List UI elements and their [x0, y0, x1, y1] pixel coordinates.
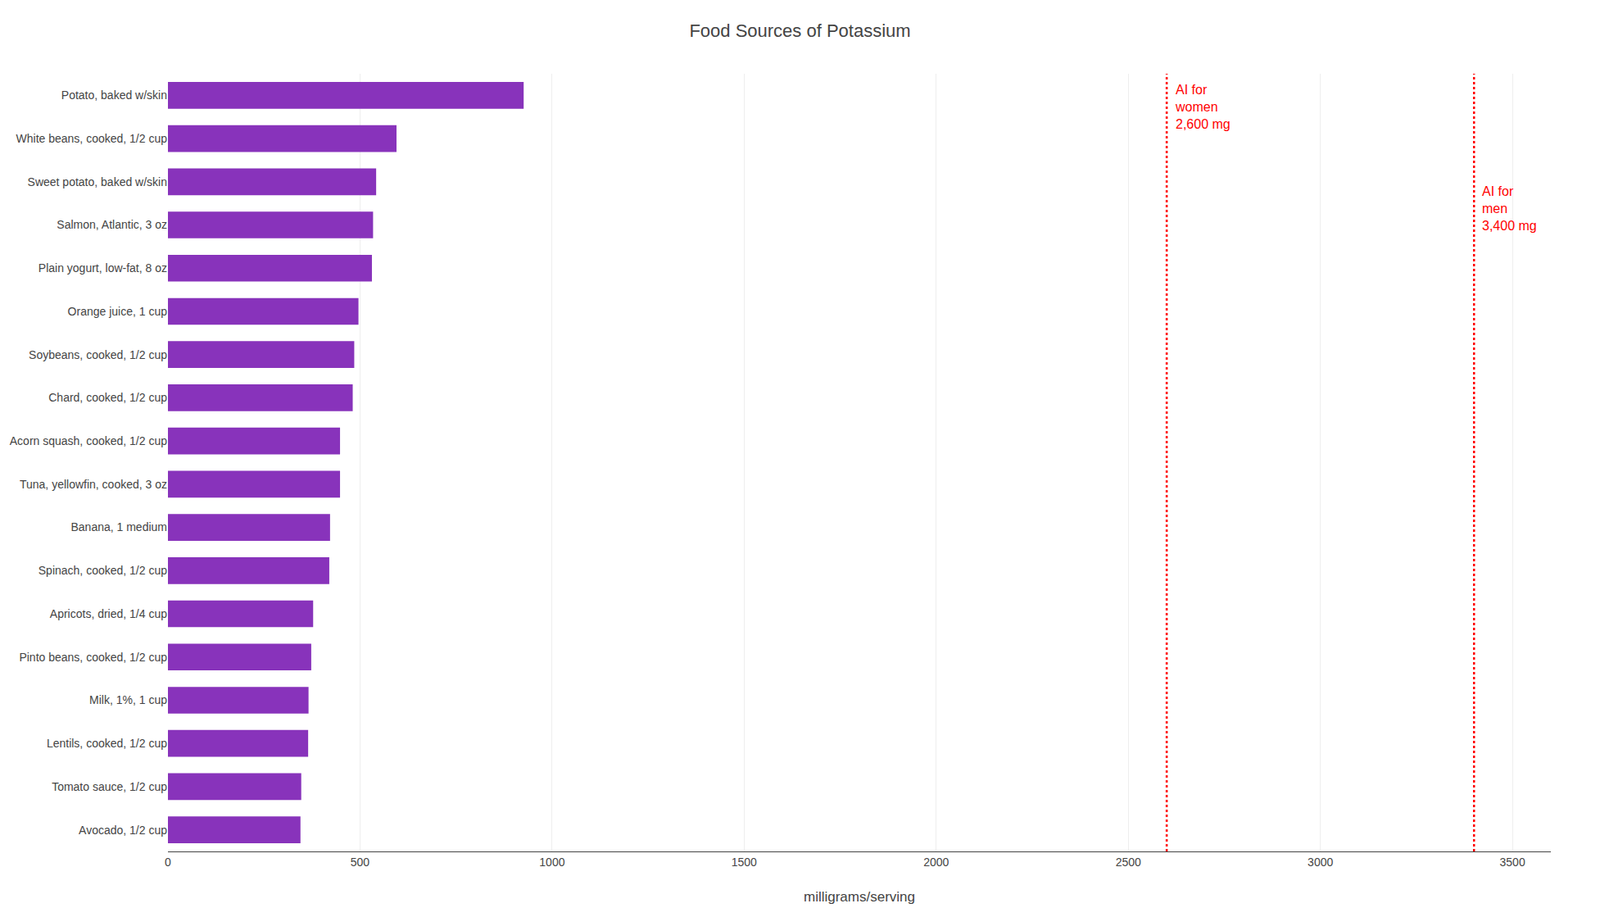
- svg-text:AI forwomen2,600 mg: AI forwomen2,600 mg: [1174, 82, 1231, 132]
- svg-text:Plain yogurt, low-fat, 8 oz: Plain yogurt, low-fat, 8 oz: [38, 261, 168, 275]
- svg-text:Pinto beans, cooked, 1/2 cup: Pinto beans, cooked, 1/2 cup: [18, 650, 168, 664]
- svg-text:2500: 2500: [1115, 855, 1142, 869]
- svg-text:Food Sources of Potassium: Food Sources of Potassium: [688, 20, 911, 41]
- svg-text:Orange juice, 1 cup: Orange juice, 1 cup: [67, 304, 168, 318]
- svg-text:milligrams/serving: milligrams/serving: [803, 888, 916, 905]
- svg-text:Tomato sauce, 1/2 cup: Tomato sauce, 1/2 cup: [51, 779, 168, 794]
- svg-text:Apricots, dried, 1/4 cup: Apricots, dried, 1/4 cup: [49, 607, 168, 621]
- svg-text:Avocado, 1/2 cup: Avocado, 1/2 cup: [78, 823, 168, 837]
- svg-text:3500: 3500: [1500, 855, 1526, 869]
- svg-text:Milk, 1%, 1 cup: Milk, 1%, 1 cup: [89, 693, 168, 707]
- svg-text:2000: 2000: [923, 855, 949, 869]
- svg-text:500: 500: [350, 855, 371, 869]
- svg-text:0: 0: [164, 855, 172, 869]
- svg-text:Tuna, yellowfin, cooked, 3 oz: Tuna, yellowfin, cooked, 3 oz: [19, 477, 168, 491]
- svg-text:1000: 1000: [539, 855, 565, 869]
- svg-text:Soybeans, cooked, 1/2 cup: Soybeans, cooked, 1/2 cup: [28, 348, 168, 362]
- svg-text:AI formen3,400 mg: AI formen3,400 mg: [1482, 184, 1537, 233]
- svg-text:3000: 3000: [1307, 855, 1333, 869]
- svg-text:White beans, cooked, 1/2 cup: White beans, cooked, 1/2 cup: [16, 131, 168, 146]
- svg-text:Banana, 1 medium: Banana, 1 medium: [70, 520, 168, 534]
- svg-text:Potato, baked w/skin: Potato, baked w/skin: [61, 88, 168, 102]
- svg-text:Lentils, cooked, 1/2 cup: Lentils, cooked, 1/2 cup: [46, 736, 168, 750]
- svg-text:1500: 1500: [731, 855, 757, 869]
- svg-text:Spinach, cooked, 1/2 cup: Spinach, cooked, 1/2 cup: [38, 563, 168, 577]
- svg-text:Sweet potato, baked w/skin: Sweet potato, baked w/skin: [27, 175, 168, 189]
- svg-text:Acorn squash, cooked, 1/2 cup: Acorn squash, cooked, 1/2 cup: [9, 434, 168, 448]
- svg-text:Chard, cooked, 1/2 cup: Chard, cooked, 1/2 cup: [48, 390, 168, 404]
- svg-text:Salmon, Atlantic, 3 oz: Salmon, Atlantic, 3 oz: [56, 217, 168, 232]
